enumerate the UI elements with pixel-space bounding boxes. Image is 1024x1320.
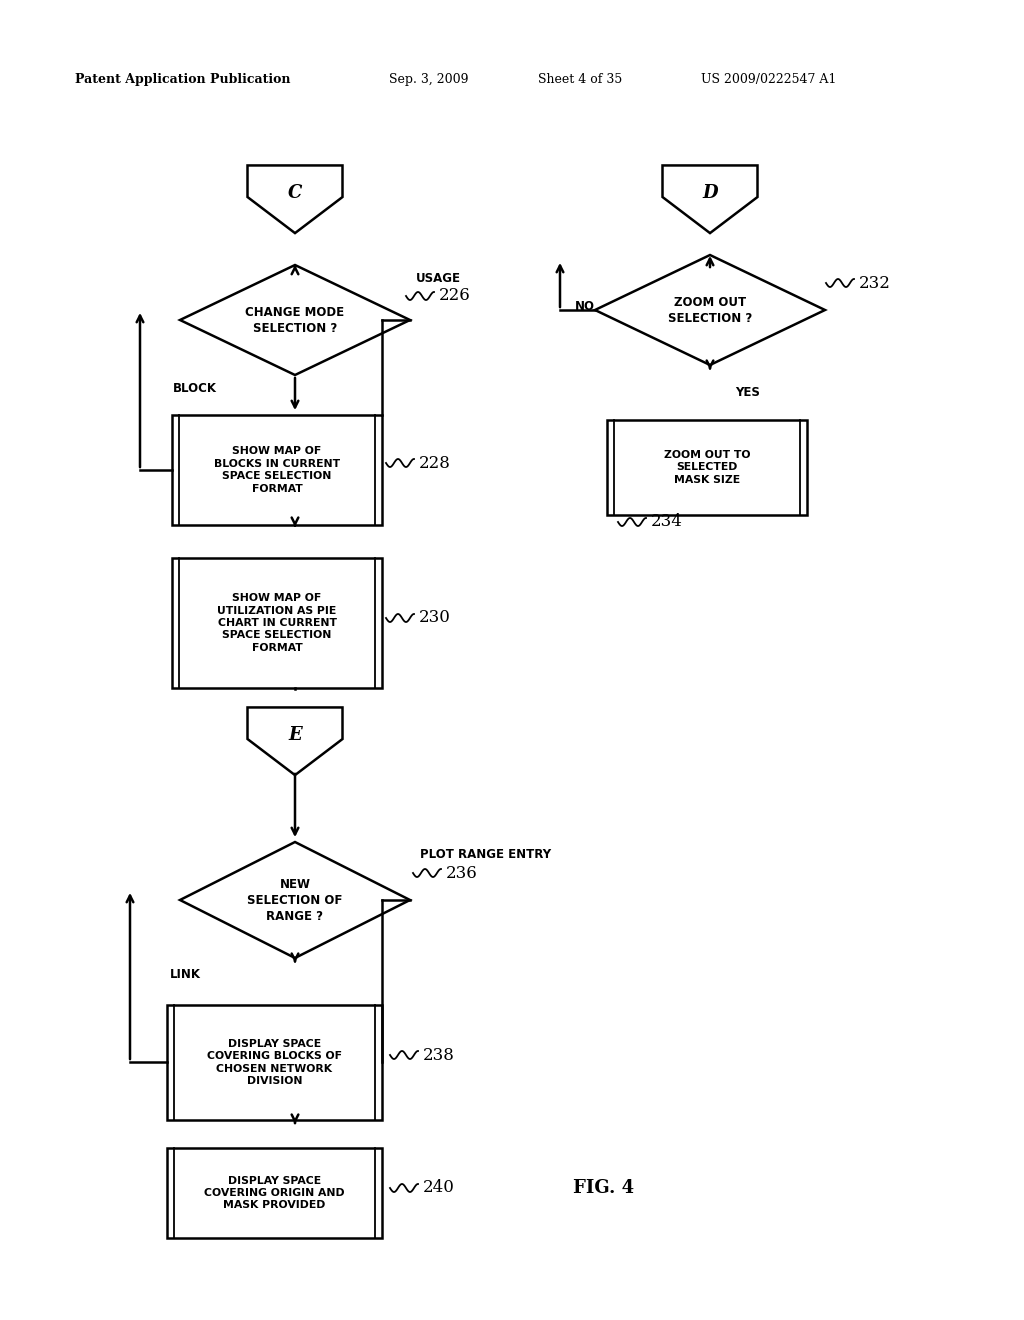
Text: US 2009/0222547 A1: US 2009/0222547 A1 [701, 74, 837, 87]
Text: 236: 236 [446, 865, 478, 882]
Text: ZOOM OUT TO
SELECTED
MASK SIZE: ZOOM OUT TO SELECTED MASK SIZE [664, 450, 751, 484]
Bar [607, 420, 807, 515]
Text: PLOT RANGE ENTRY: PLOT RANGE ENTRY [420, 849, 551, 862]
Text: NEW
SELECTION OF
RANGE ?: NEW SELECTION OF RANGE ? [248, 878, 343, 923]
Text: LINK: LINK [170, 968, 201, 981]
Text: Sep. 3, 2009: Sep. 3, 2009 [389, 74, 469, 87]
Text: 232: 232 [859, 275, 891, 292]
Text: 238: 238 [423, 1047, 455, 1064]
Bar [172, 414, 382, 525]
Bar [167, 1148, 382, 1238]
Text: DISPLAY SPACE
COVERING ORIGIN AND
MASK PROVIDED: DISPLAY SPACE COVERING ORIGIN AND MASK P… [204, 1176, 345, 1210]
Text: USAGE: USAGE [416, 272, 461, 285]
Text: BLOCK: BLOCK [173, 381, 217, 395]
Text: NO: NO [575, 300, 595, 313]
Bar [167, 1005, 382, 1119]
Text: D: D [702, 183, 718, 202]
Text: CHANGE MODE
SELECTION ?: CHANGE MODE SELECTION ? [246, 305, 344, 334]
Text: SHOW MAP OF
UTILIZATION AS PIE
CHART IN CURRENT
SPACE SELECTION
FORMAT: SHOW MAP OF UTILIZATION AS PIE CHART IN … [217, 593, 337, 653]
Text: 240: 240 [423, 1180, 455, 1196]
Text: C: C [288, 183, 302, 202]
Text: 230: 230 [419, 610, 451, 627]
Text: SHOW MAP OF
BLOCKS IN CURRENT
SPACE SELECTION
FORMAT: SHOW MAP OF BLOCKS IN CURRENT SPACE SELE… [214, 446, 340, 494]
Text: 234: 234 [651, 513, 683, 531]
Text: YES: YES [735, 385, 760, 399]
Text: Patent Application Publication: Patent Application Publication [75, 74, 290, 87]
Text: 228: 228 [419, 454, 451, 471]
Text: E: E [288, 726, 302, 744]
Text: Sheet 4 of 35: Sheet 4 of 35 [538, 74, 622, 87]
Text: FIG. 4: FIG. 4 [573, 1179, 635, 1197]
Text: DISPLAY SPACE
COVERING BLOCKS OF
CHOSEN NETWORK
DIVISION: DISPLAY SPACE COVERING BLOCKS OF CHOSEN … [207, 1039, 342, 1086]
Text: 226: 226 [439, 288, 471, 305]
Text: ZOOM OUT
SELECTION ?: ZOOM OUT SELECTION ? [668, 296, 752, 325]
Bar [172, 558, 382, 688]
